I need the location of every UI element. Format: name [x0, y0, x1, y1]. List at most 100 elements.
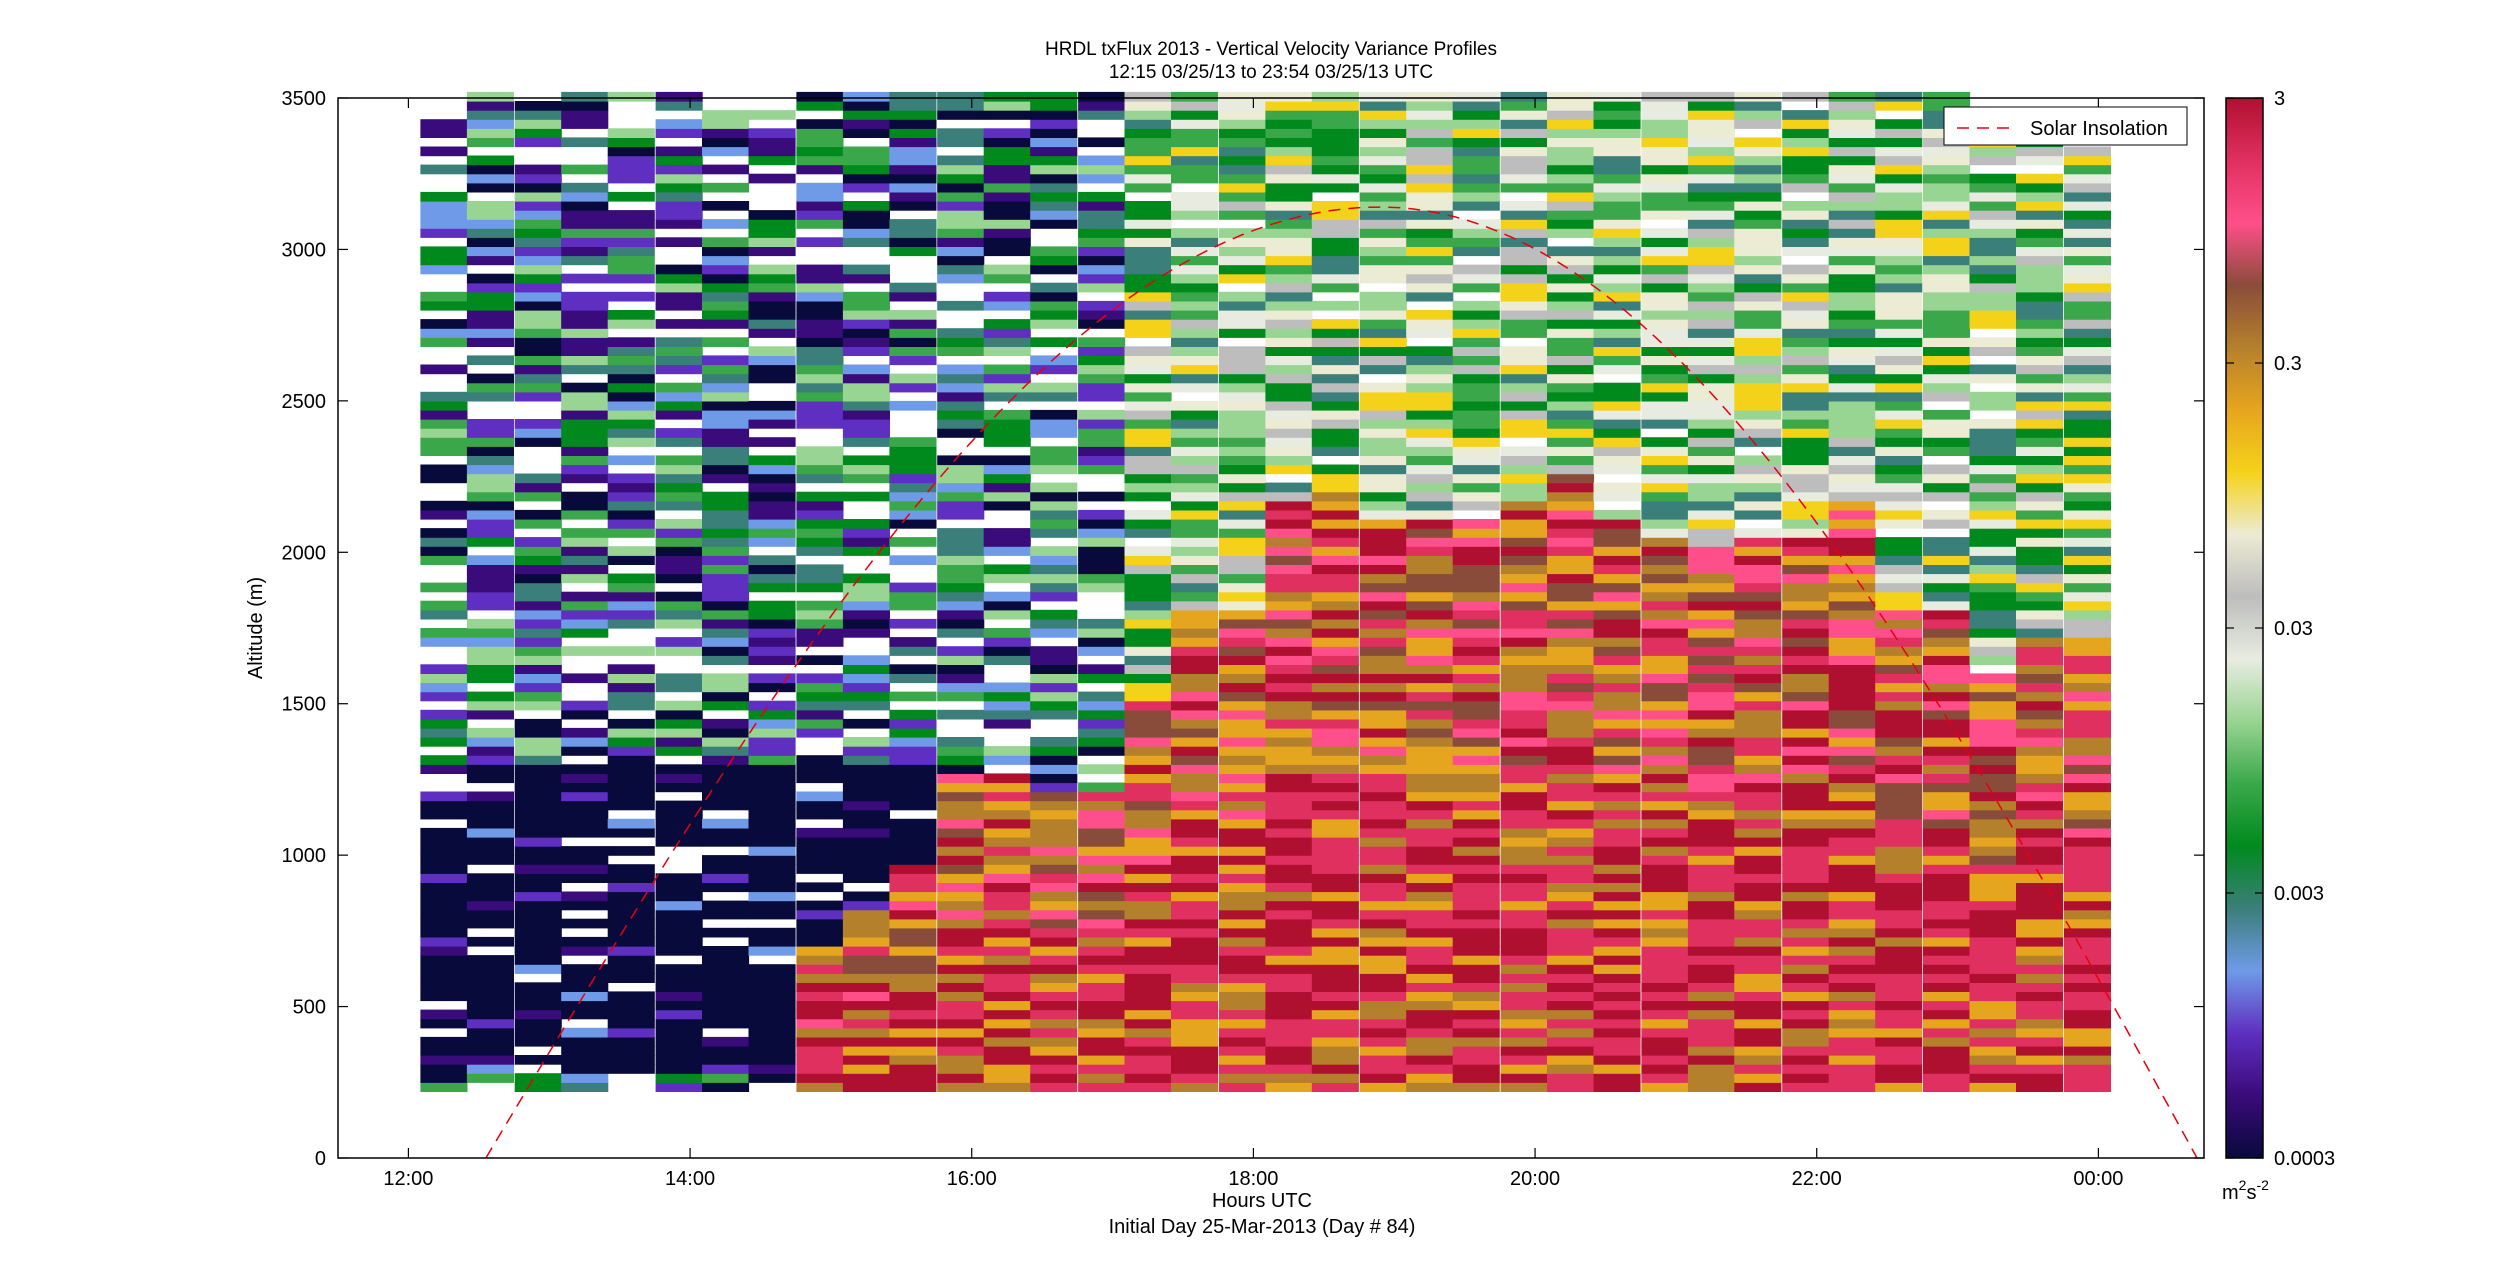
heatmap-cell: [1875, 555, 1923, 565]
heatmap-cell: [1124, 737, 1172, 747]
heatmap-cell: [1078, 555, 1126, 565]
heatmap-cell: [1311, 1055, 1359, 1065]
heatmap-cell: [1875, 818, 1923, 829]
heatmap-cell: [1171, 528, 1219, 538]
heatmap-cell: [420, 600, 468, 611]
heatmap-cell: [1406, 355, 1454, 366]
heatmap-cell: [1782, 773, 1830, 784]
heatmap-cell: [420, 264, 468, 275]
heatmap-cell: [748, 746, 796, 756]
heatmap-cell: [1923, 827, 1971, 838]
heatmap-cell: [561, 827, 609, 838]
heatmap-cell: [1547, 91, 1595, 102]
heatmap-cell: [655, 519, 703, 529]
heatmap-cell: [1452, 846, 1500, 856]
heatmap-cell: [1782, 1073, 1830, 1083]
heatmap-cell: [983, 709, 1031, 720]
heatmap-cell: [1311, 818, 1359, 829]
heatmap-cell: [937, 900, 985, 911]
heatmap-cell: [796, 191, 844, 202]
heatmap-cell: [1687, 264, 1735, 275]
heatmap-cell: [1875, 955, 1923, 965]
heatmap-cell: [607, 1027, 655, 1038]
heatmap-cell: [1030, 628, 1078, 638]
heatmap-cell: [420, 837, 468, 847]
heatmap-cell: [1782, 764, 1830, 774]
heatmap-cell: [466, 746, 514, 756]
heatmap-cell: [1687, 282, 1735, 293]
heatmap-cell: [842, 228, 890, 238]
heatmap-cell: [655, 1082, 703, 1092]
heatmap-cell: [1969, 182, 2017, 193]
heatmap-cell: [1641, 873, 1689, 883]
y-tick-label: 500: [293, 997, 326, 1019]
heatmap-cell: [1452, 546, 1500, 556]
heatmap-cell: [466, 291, 514, 302]
heatmap-cell: [1593, 1055, 1641, 1065]
heatmap-cell: [1030, 219, 1078, 229]
heatmap-cell: [1359, 1064, 1407, 1074]
heatmap-cell: [1218, 782, 1266, 793]
heatmap-cell: [1734, 664, 1782, 674]
heatmap-cell: [1030, 464, 1078, 475]
heatmap-cell: [1828, 164, 1876, 175]
heatmap-cell: [796, 291, 844, 302]
heatmap-cell: [2063, 846, 2111, 856]
heatmap-cell: [514, 882, 562, 893]
heatmap-cell: [1923, 900, 1971, 911]
heatmap-cell: [1171, 255, 1219, 266]
heatmap-cell: [1641, 618, 1689, 629]
heatmap-cell: [466, 618, 514, 629]
heatmap-cell: [1218, 319, 1266, 329]
heatmap-cell: [1687, 564, 1735, 575]
heatmap-cell: [655, 918, 703, 929]
heatmap-cell: [1593, 482, 1641, 493]
heatmap-cell: [1218, 682, 1266, 693]
heatmap-cell: [655, 364, 703, 375]
heatmap-cell: [1782, 310, 1830, 320]
heatmap-cell: [466, 219, 514, 229]
heatmap-cell: [1875, 191, 1923, 202]
heatmap-cell: [842, 1073, 890, 1083]
colorbar-unit-base: m: [2222, 1182, 2239, 1204]
heatmap-cell: [1452, 618, 1500, 629]
heatmap-cell: [702, 882, 750, 893]
heatmap-cell: [1547, 991, 1595, 1002]
heatmap-cell: [1875, 1009, 1923, 1020]
heatmap-cell: [1078, 1082, 1126, 1092]
heatmap-cell: [1265, 546, 1313, 556]
heatmap-cell: [748, 709, 796, 720]
heatmap-cell: [1124, 609, 1172, 620]
heatmap-cell: [1171, 691, 1219, 702]
heatmap-cell: [561, 164, 609, 175]
heatmap-cell: [937, 1018, 985, 1029]
heatmap-cell: [1359, 782, 1407, 793]
heatmap-cell: [1218, 364, 1266, 375]
heatmap-cell: [796, 391, 844, 402]
heatmap-cell: [1500, 764, 1548, 774]
heatmap-cell: [1593, 1036, 1641, 1047]
heatmap-cell: [1547, 936, 1595, 947]
heatmap-cell: [1452, 727, 1500, 738]
heatmap-cell: [1406, 364, 1454, 375]
heatmap-cell: [1171, 364, 1219, 375]
heatmap-cell: [1218, 964, 1266, 974]
heatmap-cell: [607, 146, 655, 157]
heatmap-cell: [1452, 1000, 1500, 1011]
heatmap-cell: [607, 691, 655, 702]
heatmap-cell: [702, 955, 750, 965]
heatmap-cell: [1500, 791, 1548, 802]
heatmap-cell: [1030, 1055, 1078, 1065]
heatmap-cell: [655, 609, 703, 620]
heatmap-cell: [889, 355, 937, 366]
heatmap-cell: [655, 700, 703, 711]
heatmap-cell: [1452, 110, 1500, 120]
heatmap-cell: [748, 1064, 796, 1074]
heatmap-cell: [2016, 228, 2064, 238]
heatmap-cell: [1641, 173, 1689, 184]
heatmap-cell: [1828, 955, 1876, 965]
heatmap-cell: [842, 319, 890, 329]
heatmap-cell: [607, 373, 655, 384]
heatmap-cell: [748, 464, 796, 475]
heatmap-cell: [1782, 237, 1830, 247]
